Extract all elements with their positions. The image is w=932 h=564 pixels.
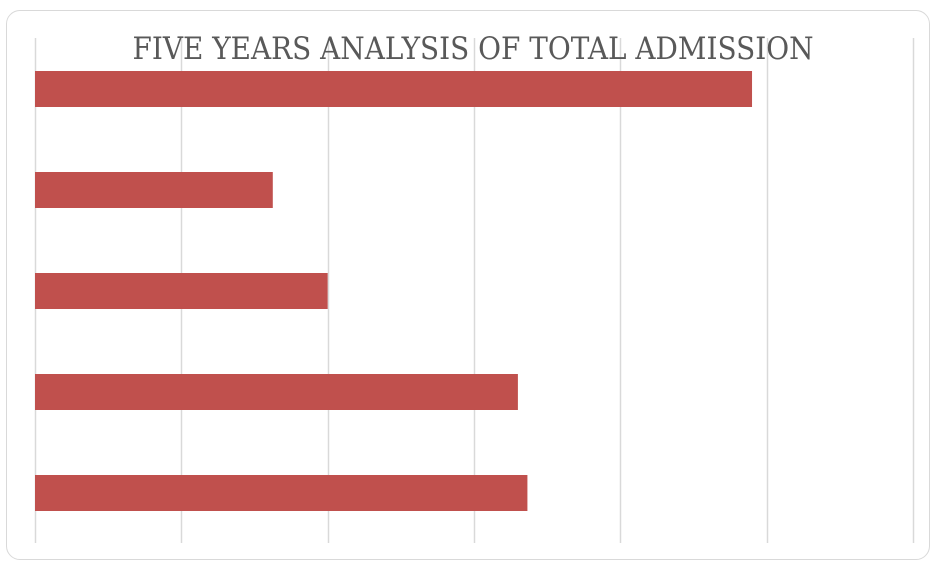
bars	[35, 71, 753, 511]
chart-title: FIVE YEARS ANALYSIS OF TOTAL ADMISSION	[132, 31, 814, 67]
gridlines	[34, 38, 915, 543]
bar-1	[35, 71, 753, 107]
bar-5	[35, 475, 528, 511]
bar-3	[35, 273, 328, 309]
bar-4	[35, 374, 518, 410]
bar-2	[35, 172, 273, 208]
